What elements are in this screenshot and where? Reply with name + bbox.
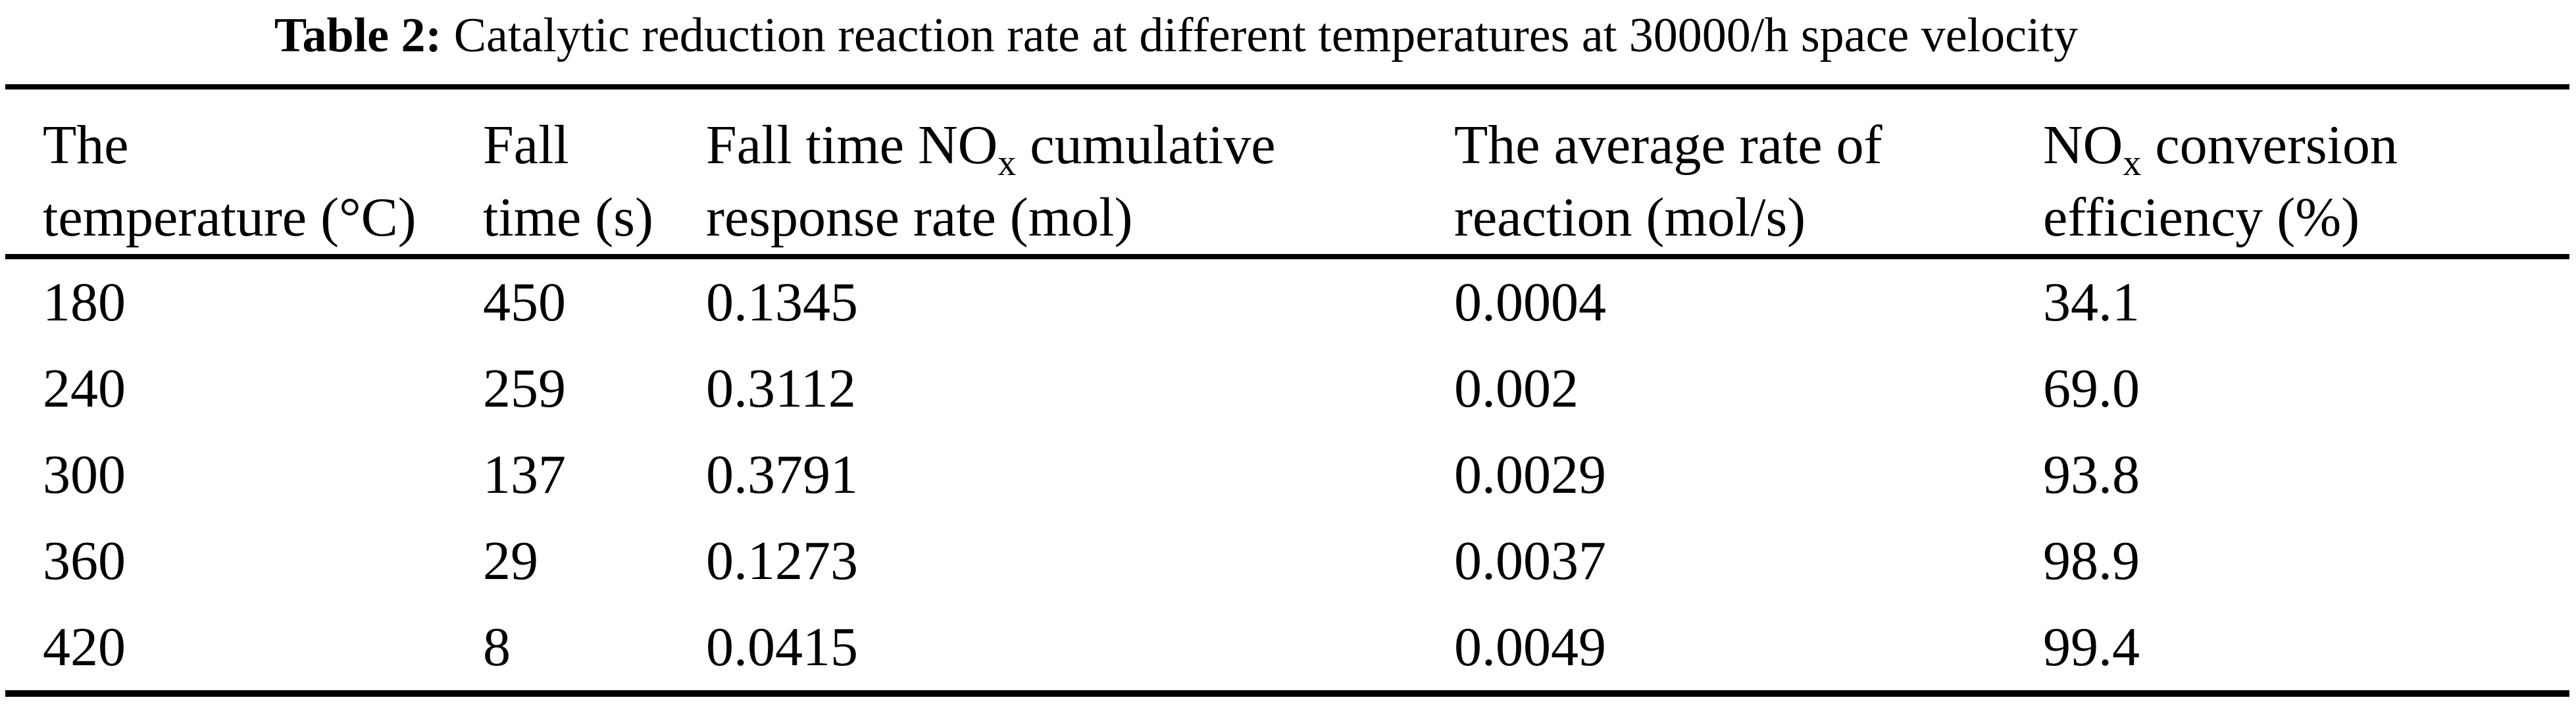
cell-cumulative-response: 0.1345 — [706, 272, 858, 333]
table-caption-text: Catalytic reduction reaction rate at dif… — [442, 9, 2079, 63]
data-table: The temperature (°C) Fall time (s) Fall … — [5, 84, 2569, 697]
table-row: 360 29 0.1273 0.0037 98.9 — [5, 518, 2569, 604]
cell-temperature: 240 — [43, 358, 126, 419]
cell-conversion-efficiency: 98.9 — [2043, 530, 2140, 592]
header-line-1: The — [43, 109, 483, 182]
header-cell-average-rate: The average rate of reaction (mol/s) — [1454, 87, 2043, 259]
header-text: conversion — [2141, 114, 2398, 176]
cell-fall-time: 8 — [483, 617, 511, 678]
cell-average-rate: 0.002 — [1454, 358, 1578, 419]
table-row: 420 8 0.0415 0.0049 99.4 — [5, 604, 2569, 693]
header-line-1: NOx conversion — [2043, 109, 2569, 182]
header-line-1: Fall — [483, 109, 706, 182]
cell-cumulative-response: 0.3112 — [706, 358, 856, 419]
cell-average-rate: 0.0029 — [1454, 444, 1606, 505]
cell-conversion-efficiency: 34.1 — [2043, 272, 2140, 333]
cell-conversion-efficiency: 93.8 — [2043, 444, 2140, 505]
table-row: 180 450 0.1345 0.0004 34.1 — [5, 257, 2569, 345]
header-line-2: reaction (mol/s) — [1454, 187, 1806, 248]
table-caption-label: Table 2: — [274, 9, 442, 63]
header-text: The average rate of — [1454, 114, 1882, 176]
header-line-2: efficiency (%) — [2043, 187, 2360, 248]
cell-conversion-efficiency: 69.0 — [2043, 358, 2140, 419]
cell-average-rate: 0.0049 — [1454, 617, 1606, 678]
cell-temperature: 300 — [43, 444, 126, 505]
header-text: Fall — [483, 114, 569, 176]
table-row: 300 137 0.3791 0.0029 93.8 — [5, 432, 2569, 518]
cell-cumulative-response: 0.1273 — [706, 530, 858, 592]
table-row: 240 259 0.3112 0.002 69.0 — [5, 345, 2569, 432]
subscript-x: x — [2123, 142, 2142, 184]
cell-average-rate: 0.0004 — [1454, 272, 1606, 333]
cell-conversion-efficiency: 99.4 — [2043, 617, 2140, 678]
header-line-2: time (s) — [483, 187, 653, 248]
cell-fall-time: 450 — [483, 272, 566, 333]
cell-fall-time: 137 — [483, 444, 566, 505]
header-cell-cumulative-response: Fall time NOx cumulative response rate (… — [706, 87, 1454, 259]
header-line-1: Fall time NOx cumulative — [706, 109, 1454, 182]
header-row: The temperature (°C) Fall time (s) Fall … — [5, 87, 2569, 259]
header-text: The — [43, 114, 129, 176]
header-cell-temperature: The temperature (°C) — [5, 87, 483, 259]
cell-cumulative-response: 0.3791 — [706, 444, 858, 505]
header-line-2: response rate (mol) — [706, 187, 1133, 248]
header-text: cumulative — [1016, 114, 1276, 176]
header-line-2: temperature (°C) — [43, 187, 417, 248]
header-text: NO — [2043, 114, 2123, 176]
table-body: 180 450 0.1345 0.0004 34.1 240 259 0.311… — [5, 257, 2569, 693]
cell-temperature: 360 — [43, 530, 126, 592]
cell-fall-time: 259 — [483, 358, 566, 419]
subscript-x: x — [998, 142, 1017, 184]
table-header: The temperature (°C) Fall time (s) Fall … — [5, 87, 2569, 259]
cell-fall-time: 29 — [483, 530, 538, 592]
cell-cumulative-response: 0.0415 — [706, 617, 858, 678]
header-cell-conversion-efficiency: NOx conversion efficiency (%) — [2043, 87, 2569, 259]
table-caption: Table 2: Catalytic reduction reaction ra… — [0, 0, 2576, 67]
cell-average-rate: 0.0037 — [1454, 530, 1606, 592]
header-text: Fall time NO — [706, 114, 998, 176]
cell-temperature: 180 — [43, 272, 126, 333]
header-line-1: The average rate of — [1454, 109, 2043, 182]
cell-temperature: 420 — [43, 617, 126, 678]
header-cell-fall-time: Fall time (s) — [483, 87, 706, 259]
